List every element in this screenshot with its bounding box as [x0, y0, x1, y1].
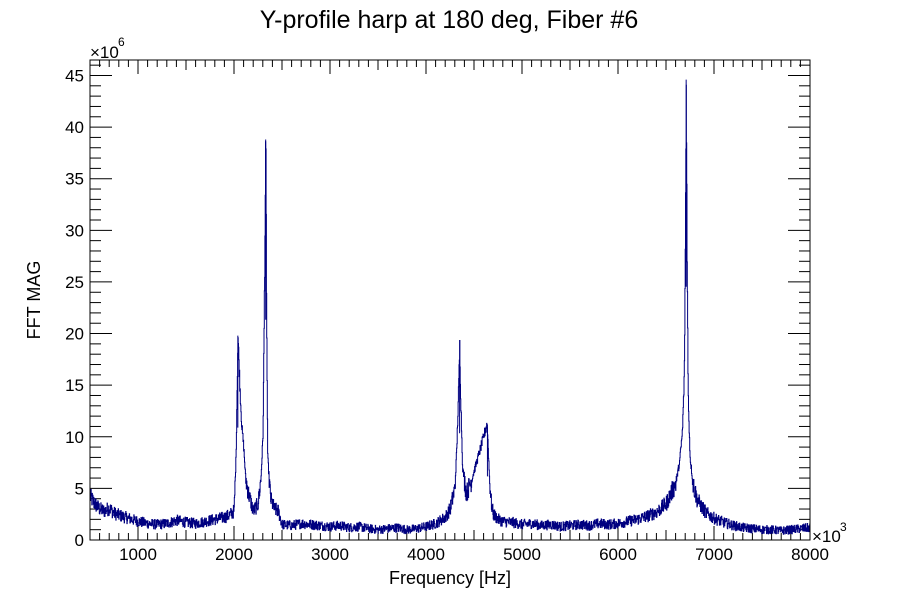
- x-exponent-power: 3: [840, 520, 847, 534]
- y-exponent: ×10 6: [90, 35, 125, 62]
- x-tick-label: 5000: [503, 545, 541, 564]
- x-exponent: ×10 3: [812, 520, 847, 546]
- y-tick-label: 45: [65, 66, 84, 85]
- x-tick-label: 4000: [407, 545, 445, 564]
- x-tick-label: 1000: [119, 545, 157, 564]
- axis-ticks: [89, 60, 811, 541]
- y-tick-label: 40: [65, 118, 84, 137]
- x-tick-label: 3000: [311, 545, 349, 564]
- tick-labels: 1000 2000 3000 4000 5000 6000 7000 8000 0 5 10 15 20…: [65, 66, 829, 564]
- y-exponent-power: 6: [118, 35, 125, 49]
- chart-title: Y-profile harp at 180 deg, Fiber #6: [260, 6, 639, 34]
- x-tick-label: 6000: [599, 545, 637, 564]
- x-tick-label: 7000: [695, 545, 733, 564]
- x-tick-label: 2000: [215, 545, 253, 564]
- x-exponent-base: ×10: [812, 527, 841, 546]
- y-tick-label: 20: [65, 325, 84, 344]
- y-tick-label: 30: [65, 221, 84, 240]
- y-tick-label: 5: [75, 479, 84, 498]
- y-tick-label: 15: [65, 376, 84, 395]
- plot-frame: [89, 59, 811, 541]
- y-tick-label: 0: [75, 531, 84, 550]
- y-tick-label: 35: [65, 170, 84, 189]
- x-tick-label: 8000: [791, 545, 829, 564]
- series-line: [89, 79, 811, 535]
- y-tick-label: 10: [65, 428, 84, 447]
- y-tick-label: 25: [65, 273, 84, 292]
- y-axis-title: FFT MAG: [24, 261, 44, 340]
- x-axis-title: Frequency [Hz]: [389, 568, 511, 588]
- y-exponent-base: ×10: [90, 43, 119, 62]
